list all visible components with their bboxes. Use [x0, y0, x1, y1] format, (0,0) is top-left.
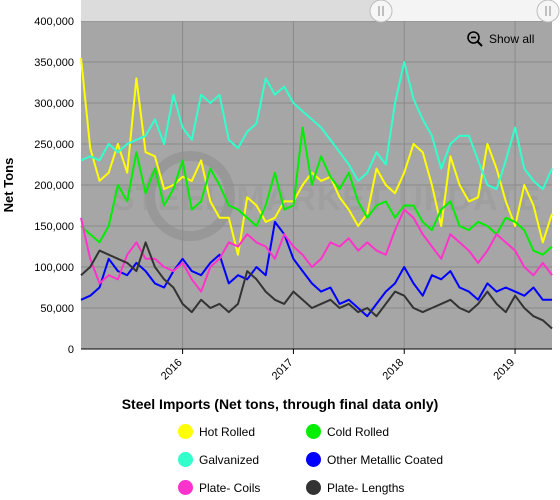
y-tick-label: 200,000 — [34, 180, 74, 192]
y-tick-label: 0 — [68, 344, 74, 356]
range-navigator[interactable] — [81, 0, 560, 23]
x-tick-label: 2019 — [491, 357, 517, 383]
y-tick-label: 100,000 — [34, 262, 74, 274]
y-tick-label: 150,000 — [34, 221, 74, 233]
navigator-handle-left[interactable] — [369, 0, 393, 23]
zoom-out-icon — [467, 31, 483, 47]
series-line-other-metallic-coated[interactable] — [80, 220, 552, 318]
y-tick-label: 300,000 — [34, 98, 74, 110]
line-chart: STEEL MARKET UPDATE 0 50,000 100,000 150,00… — [1, 0, 560, 382]
series-line-plate-lengths[interactable] — [80, 241, 553, 330]
y-tick-label: 350,000 — [34, 57, 74, 69]
y-axis: 0 50,000 100,000 150,000 200,000 250,000 300,0… — [34, 16, 74, 356]
legend-label: Plate- Coils — [199, 480, 261, 495]
show-all-button[interactable]: Show all — [466, 30, 534, 48]
x-tick-label: 2018 — [381, 357, 407, 383]
navigator-handle-right[interactable] — [536, 0, 560, 23]
legend-marker — [178, 424, 193, 439]
legend-item-plate-coils[interactable]: Plate- Coils — [178, 480, 260, 495]
series-layer — [80, 57, 553, 330]
legend-marker — [306, 424, 321, 439]
legend-marker — [306, 480, 321, 495]
legend-label: Plate- Lengths — [327, 480, 405, 495]
legend-label: Other Metallic Coated — [327, 452, 444, 467]
legend-item-galvanized[interactable]: Galvanized — [178, 452, 259, 467]
legend-marker — [306, 452, 321, 467]
legend-item-hot-rolled[interactable]: Hot Rolled — [178, 424, 255, 439]
series-line-galvanized[interactable] — [80, 61, 553, 191]
watermark-text: STEEL MARKET UPDATE — [112, 180, 542, 218]
legend: Hot Rolled Cold Rolled Galvanized Other Met… — [178, 424, 478, 500]
watermark: STEEL MARKET UPDATE — [112, 151, 542, 241]
x-tick-label: 2017 — [270, 357, 296, 383]
y-tick-label: 250,000 — [34, 139, 74, 151]
series-line-cold-rolled[interactable] — [80, 126, 553, 256]
navigator-selected-range[interactable] — [380, 0, 552, 21]
series-line-hot-rolled[interactable] — [80, 57, 553, 256]
y-tick-label: 50,000 — [40, 303, 74, 315]
series-line-plate-coils[interactable] — [80, 208, 553, 293]
legend-marker — [178, 480, 193, 495]
legend-label: Hot Rolled — [199, 424, 256, 439]
legend-item-cold-rolled[interactable]: Cold Rolled — [306, 424, 389, 439]
x-axis: 2016 2017 2018 2019 — [159, 349, 517, 382]
legend-marker — [178, 452, 193, 467]
y-tick-label: 400,000 — [34, 16, 74, 28]
x-tick-label: 2016 — [159, 357, 185, 383]
y-axis-title: Net Tons — [1, 158, 16, 213]
chart-title: Steel Imports (Net tons, through final d… — [121, 396, 439, 412]
legend-label: Galvanized — [199, 452, 260, 467]
legend-item-plate-lengths[interactable]: Plate- Lengths — [306, 480, 404, 495]
legend-item-other-metallic-coated[interactable]: Other Metallic Coated — [306, 452, 443, 467]
show-all-label: Show all — [489, 32, 535, 46]
legend-label: Cold Rolled — [327, 424, 390, 439]
